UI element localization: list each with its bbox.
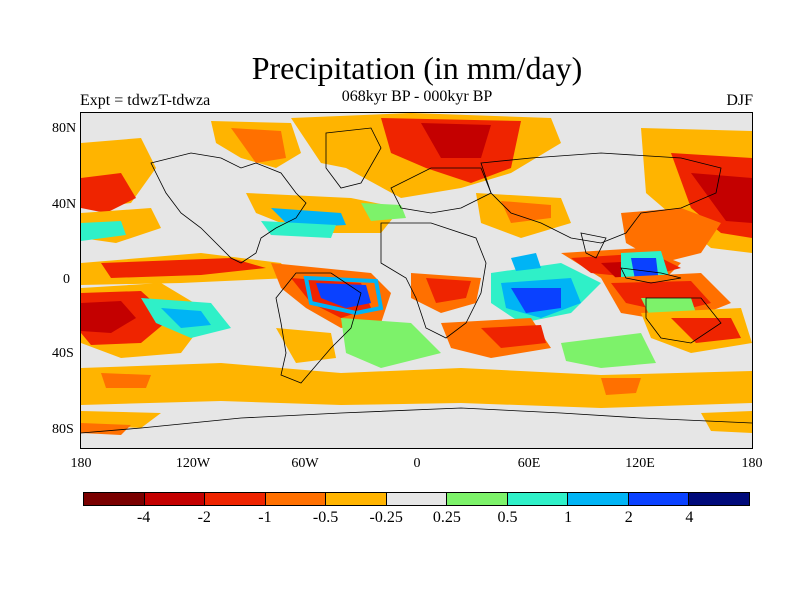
experiment-label: Expt = tdwzT-tdwza (80, 92, 211, 109)
anomaly-region (81, 221, 126, 241)
colorbar-box (507, 493, 569, 505)
anomaly-region (501, 201, 551, 223)
anomaly-region (361, 203, 406, 221)
anomaly-region (231, 128, 286, 163)
colorbar-label: 0.25 (432, 509, 461, 526)
colorbar-label: -2 (197, 509, 211, 526)
coastline-south-america (275, 272, 362, 384)
anomaly-region (671, 318, 741, 343)
anomaly-region (101, 258, 266, 278)
coastline-australia (645, 297, 722, 344)
time-difference-label: 068kyr BP - 000kyr BP (341, 88, 493, 105)
anomaly-region (261, 221, 336, 238)
anomaly-region (81, 411, 161, 428)
precipitation-map (80, 112, 753, 449)
colorbar-box (628, 493, 690, 505)
colorbar-box (84, 493, 145, 505)
colorbar-label: 4 (685, 509, 694, 526)
coastline-india (580, 232, 607, 259)
colorbar-label: -1 (258, 509, 272, 526)
plot-title: Precipitation (in mm/day) (251, 50, 583, 86)
colorbar-box (386, 493, 448, 505)
coastline-asia (480, 152, 722, 244)
lat-label: 0 (63, 272, 70, 287)
colorbar-box (205, 493, 266, 505)
lon-label: 120W (175, 456, 211, 471)
anomaly-region (561, 333, 656, 368)
colorbar-box (144, 493, 206, 505)
anomaly-region (691, 173, 752, 223)
anomaly-region (621, 208, 721, 263)
colorbar-box (447, 493, 508, 505)
anomaly-region (601, 378, 641, 395)
coastline-north-america (150, 152, 307, 264)
anomaly-region (426, 278, 471, 303)
lon-label: 120E (625, 456, 655, 471)
lon-label: 60E (517, 456, 541, 471)
coastline-antarctica (81, 407, 752, 434)
coastline-europe (390, 167, 492, 214)
lon-label: 60W (291, 456, 319, 471)
anomaly-region (161, 308, 211, 328)
anomaly-region (511, 253, 541, 271)
coastlines (81, 127, 752, 434)
anomaly-region (81, 363, 752, 408)
colorbar (83, 492, 750, 506)
colorbar-label: -4 (136, 509, 151, 526)
anomaly-region (421, 123, 491, 158)
lon-label: 180 (70, 456, 92, 471)
colorbar-box (689, 493, 750, 505)
anomaly-region (511, 288, 561, 313)
colorbar-box (568, 493, 629, 505)
anomaly-region (303, 275, 384, 316)
season-label: DJF (726, 92, 753, 109)
coastline-africa (380, 222, 487, 339)
colorbar-label: 0.5 (497, 509, 518, 526)
coastline-maritime-continent (620, 267, 682, 284)
colorbar-label: 1 (564, 509, 573, 526)
anomaly-region (81, 301, 136, 333)
colorbar-label: -0.5 (312, 509, 339, 526)
anomaly-region (101, 373, 151, 388)
colorbar-label: 2 (624, 509, 633, 526)
lat-label: 40N (52, 197, 77, 212)
anomaly-region (276, 328, 336, 363)
colorbar-box (265, 493, 327, 505)
lon-label: 180 (741, 456, 763, 471)
lat-label: 80S (52, 422, 74, 437)
lat-label: 80N (52, 121, 77, 136)
coastline-greenland (325, 127, 382, 189)
anomaly-region (316, 283, 371, 308)
colorbar-box (326, 493, 387, 505)
colorbar-label: -0.25 (369, 509, 403, 526)
anomaly-region (81, 173, 136, 213)
lon-label: 0 (413, 456, 421, 471)
lat-label: 40S (52, 346, 74, 361)
anomaly-region (341, 318, 441, 368)
anomaly-region (481, 325, 546, 348)
